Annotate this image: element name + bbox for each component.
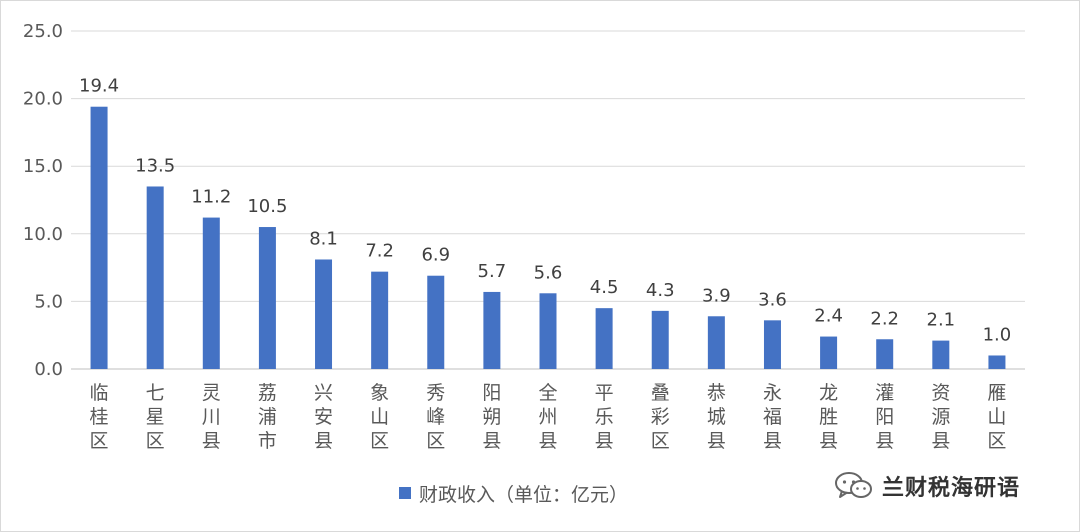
bar — [932, 340, 950, 369]
category-label: 资源县 — [931, 382, 950, 452]
data-label: 3.6 — [758, 289, 787, 310]
bar — [146, 186, 164, 369]
y-tick-label: 10.0 — [23, 224, 63, 245]
y-tick-label: 20.0 — [23, 89, 63, 110]
data-label: 8.1 — [309, 228, 338, 249]
category-label: 七星区 — [146, 382, 165, 452]
bar — [651, 310, 669, 369]
category-label: 临桂区 — [90, 382, 109, 452]
data-label: 7.2 — [365, 241, 394, 262]
bars — [90, 106, 1006, 369]
data-label: 4.5 — [590, 277, 619, 298]
gridlines — [71, 30, 1025, 370]
category-label: 象山区 — [370, 382, 389, 452]
category-label: 永福县 — [763, 382, 782, 452]
bar — [763, 320, 781, 369]
bar — [595, 308, 613, 369]
category-label: 全州县 — [538, 382, 557, 452]
data-label: 5.7 — [478, 261, 507, 282]
bar — [483, 291, 501, 369]
y-axis-ticks: 0.0 5.0 10.0 15.0 20.0 25.0 — [23, 21, 63, 380]
category-label: 秀峰区 — [426, 382, 445, 452]
category-label: 叠彩区 — [651, 382, 670, 452]
y-tick-label: 25.0 — [23, 21, 63, 42]
data-label: 10.5 — [247, 196, 287, 217]
data-label: 3.9 — [702, 285, 731, 306]
bar — [315, 259, 333, 369]
bar — [876, 339, 894, 369]
bar — [90, 106, 108, 369]
data-label: 6.9 — [421, 245, 450, 266]
category-label: 平乐县 — [595, 382, 614, 452]
bar — [820, 336, 838, 369]
category-label: 阳朔县 — [482, 382, 501, 452]
x-axis-categories: 临桂区 七星区 灵川县 荔浦市 兴安县 象山区 秀峰区 阳朔县 全州县 平乐县 叠彩区 恭城县 永福县 龙… — [90, 382, 1007, 452]
category-label: 灌阳县 — [875, 382, 894, 452]
y-tick-label: 0.0 — [34, 359, 63, 380]
bar — [707, 316, 725, 369]
bar — [539, 293, 557, 369]
category-label: 灵川县 — [202, 382, 221, 452]
watermark: 兰财税海研语 — [834, 469, 1020, 503]
legend-label: 财政收入（单位：亿元） — [419, 483, 629, 506]
bar — [371, 271, 389, 369]
data-label: 2.1 — [927, 310, 956, 331]
data-labels: 19.4 13.5 11.2 10.5 8.1 7.2 6.9 5.7 5.6 4.5 4.3 3.9… — [79, 76, 1011, 346]
category-label: 雁山区 — [987, 382, 1006, 452]
y-tick-label: 15.0 — [23, 156, 63, 177]
bar — [427, 275, 445, 369]
y-tick-label: 5.0 — [34, 291, 63, 312]
wechat-icon — [835, 472, 872, 498]
data-label: 5.6 — [534, 262, 563, 283]
bar — [202, 217, 220, 369]
data-label: 2.4 — [814, 306, 843, 327]
watermark-text: 兰财税海研语 — [882, 476, 1021, 501]
data-label: 1.0 — [983, 324, 1012, 345]
legend: 财政收入（单位：亿元） — [399, 481, 629, 506]
category-label: 荔浦市 — [258, 382, 277, 452]
bar-chart: 0.0 5.0 10.0 15.0 20.0 25.0 19.4 13.5 11.2 10.5 8… — [23, 21, 1025, 452]
bar — [258, 227, 276, 369]
bar — [988, 355, 1006, 369]
data-label: 2.2 — [870, 308, 899, 329]
category-label: 龙胜县 — [819, 382, 838, 452]
category-label: 兴安县 — [314, 382, 333, 452]
data-label: 13.5 — [135, 155, 175, 176]
data-label: 11.2 — [191, 187, 231, 208]
category-label: 恭城县 — [707, 382, 726, 452]
legend-swatch — [399, 487, 411, 499]
data-label: 4.3 — [646, 280, 675, 301]
data-label: 19.4 — [79, 76, 119, 97]
